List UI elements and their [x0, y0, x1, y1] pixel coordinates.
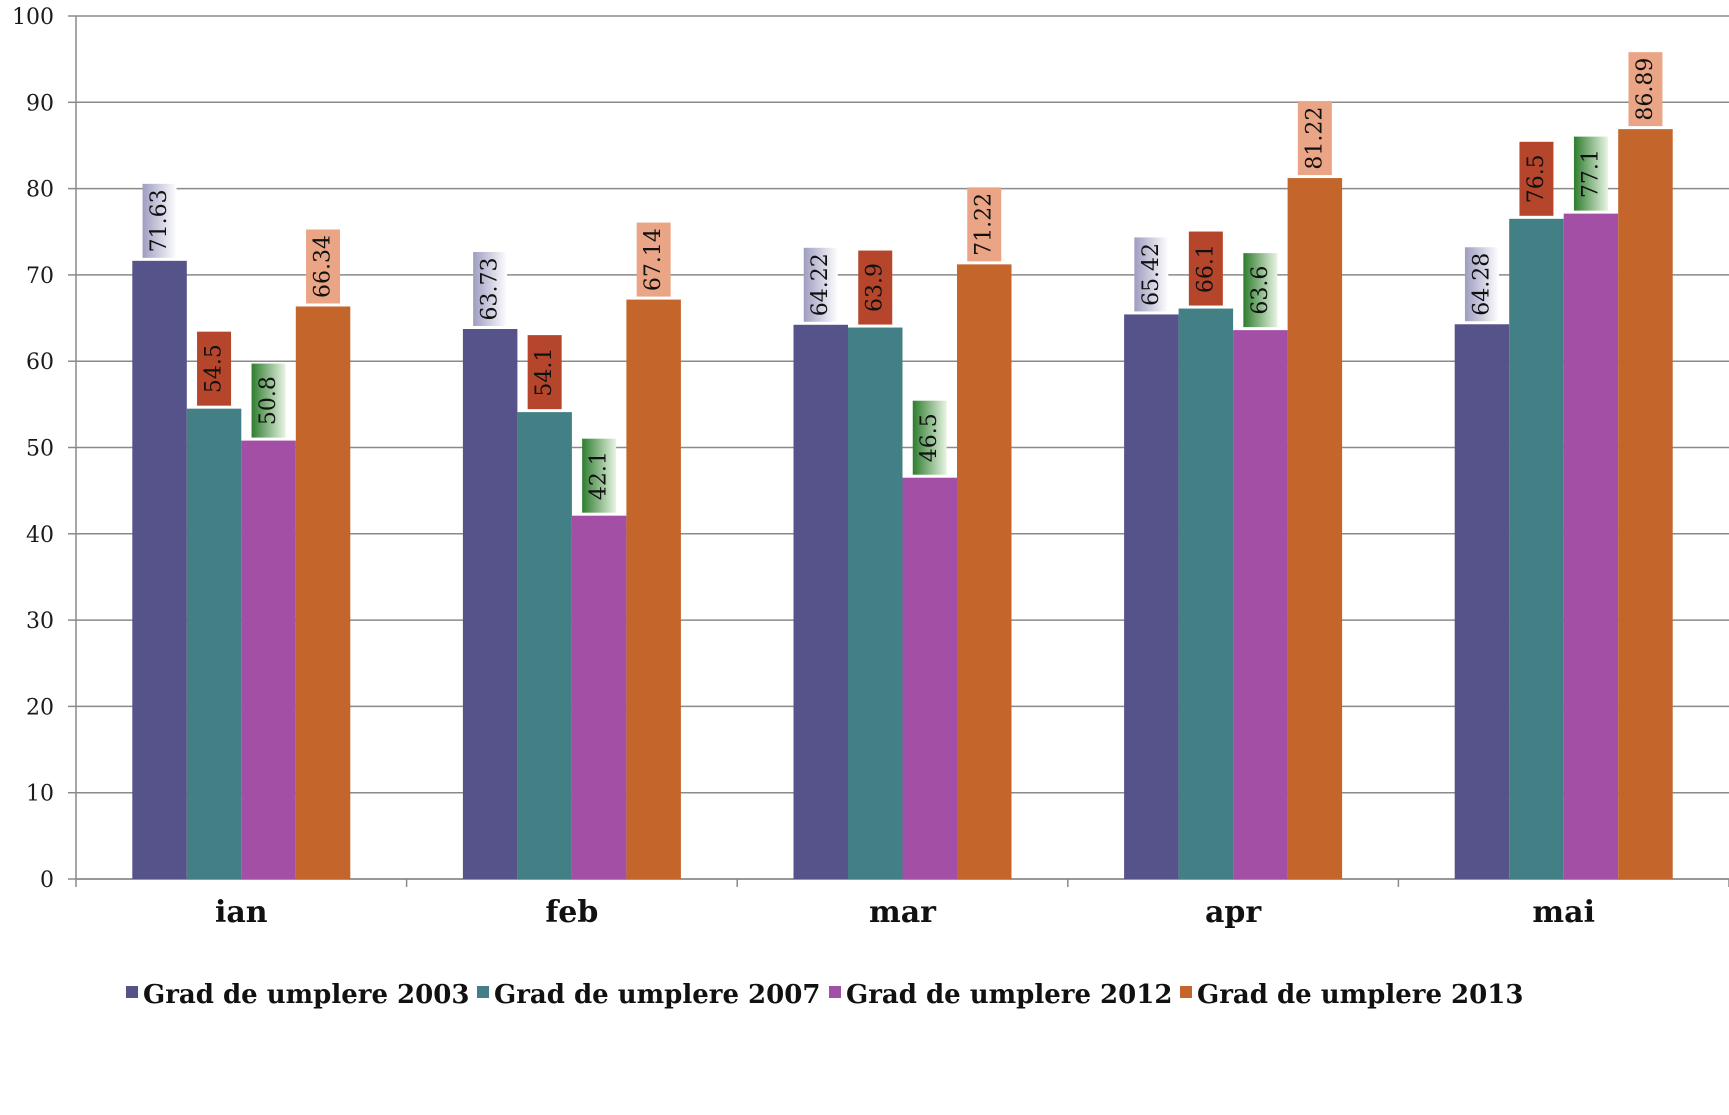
bar: [626, 299, 681, 879]
data-label-box: [142, 183, 177, 258]
legend-swatch: [477, 986, 489, 998]
bar: [517, 412, 572, 879]
y-tick-label: 70: [26, 264, 54, 289]
x-category-label: ian: [215, 895, 268, 930]
data-label: 67.14: [641, 228, 666, 291]
bar: [186, 408, 242, 879]
y-tick-label: 50: [26, 437, 54, 462]
bar: [1563, 213, 1619, 879]
data-label: 63.73: [478, 258, 503, 321]
legend-label: Grad de umplere 2003: [143, 980, 469, 1010]
data-label-box: [912, 400, 947, 475]
y-tick-label: 10: [26, 782, 54, 807]
data-label: 66.1: [1193, 244, 1218, 293]
legend-swatch: [829, 986, 841, 998]
bar: [1178, 308, 1234, 879]
data-label-box: [1188, 231, 1223, 306]
data-label-box: [858, 250, 893, 325]
data-labels: 71.63 54.5 50.8 66.34 63.73 54.1 42.1 67.14 64.2…: [142, 52, 1663, 513]
data-label: 76.5: [1524, 154, 1549, 203]
data-label: 66.34: [311, 235, 336, 298]
bar: [132, 260, 187, 879]
bar: [295, 306, 351, 879]
y-tick-label: 60: [26, 350, 54, 375]
bars: [132, 129, 1673, 880]
bar: [1618, 129, 1673, 880]
data-label: 54.1: [532, 348, 557, 397]
y-tick-label: 40: [26, 523, 54, 548]
data-label: 54.5: [202, 344, 227, 393]
y-tick-label: 90: [26, 91, 54, 116]
y-tick-label: 0: [40, 868, 54, 893]
x-category-label: apr: [1205, 895, 1262, 930]
y-tick-label: 20: [26, 695, 54, 720]
data-label-box: [636, 222, 671, 297]
data-label: 65.42: [1139, 243, 1164, 306]
data-label: 71.63: [147, 189, 172, 252]
legend-label: Grad de umplere 2013: [1197, 980, 1523, 1010]
data-label-box: [1243, 253, 1278, 328]
bar: [462, 329, 518, 879]
data-label: 50.8: [256, 376, 281, 425]
bar: [571, 515, 627, 879]
legend-swatch: [1180, 986, 1192, 998]
data-label: 77.1: [1578, 149, 1603, 198]
data-label: 64.28: [1469, 253, 1494, 316]
bar: [1124, 314, 1179, 879]
data-label-box: [1134, 237, 1169, 312]
data-label: 63.9: [863, 263, 888, 312]
axes: 0 10 20 30 40 50 60 70 80 90 100 ian feb mar apr mai: [12, 5, 1729, 930]
data-label-box: [1628, 52, 1663, 127]
x-category-label: mai: [1532, 895, 1595, 930]
y-tick-label: 30: [26, 609, 54, 634]
x-category-label: feb: [545, 895, 598, 930]
data-label-box: [1464, 247, 1499, 322]
y-tick-label: 100: [12, 5, 54, 30]
x-category-label: mar: [869, 895, 937, 930]
bar: [848, 327, 903, 880]
bar: [1233, 330, 1288, 880]
bar: [793, 324, 848, 880]
data-label-box: [582, 438, 617, 513]
data-label-box: [1297, 101, 1332, 176]
legend-label: Grad de umplere 2012: [846, 980, 1172, 1010]
data-label-box: [803, 247, 838, 322]
bar: [241, 440, 296, 879]
bar: [957, 264, 1012, 879]
data-label-box: [1573, 136, 1608, 211]
data-label-box: [527, 335, 562, 410]
y-tick-label: 80: [26, 178, 54, 203]
legend-swatch: [126, 986, 138, 998]
bar: [1509, 218, 1564, 879]
data-label-box: [967, 187, 1002, 262]
data-label-box: [251, 363, 286, 438]
bar: [902, 477, 957, 879]
data-label: 42.1: [587, 451, 612, 500]
data-label-box: [306, 229, 341, 304]
data-label: 46.5: [917, 413, 942, 462]
bar: [1287, 178, 1343, 879]
data-label: 71.22: [972, 193, 997, 256]
data-label: 64.22: [808, 253, 833, 316]
data-label: 63.6: [1248, 266, 1273, 315]
legend: Grad de umplere 2003 Grad de umplere 2007…: [126, 980, 1523, 1010]
data-label-box: [197, 331, 232, 406]
legend-label: Grad de umplere 2007: [494, 980, 820, 1010]
data-label-box: [1519, 141, 1554, 216]
bar: [1454, 324, 1510, 879]
data-label-box: [473, 252, 508, 327]
data-label: 81.22: [1302, 107, 1327, 170]
data-label: 86.89: [1633, 58, 1658, 121]
